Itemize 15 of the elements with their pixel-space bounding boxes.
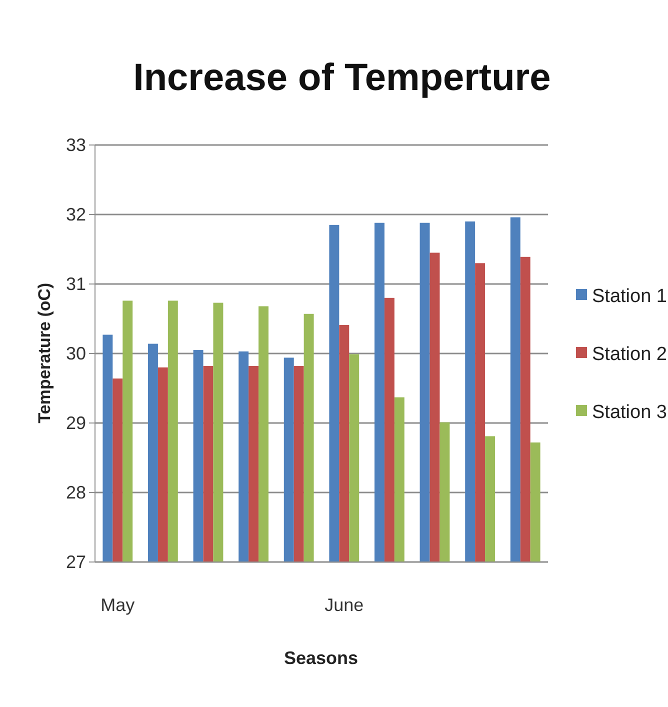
x-axis-title: Seasons — [284, 648, 358, 668]
y-tick-label: 30 — [66, 343, 86, 364]
x-tick-label: June — [324, 594, 364, 615]
x-tick-label: May — [100, 594, 135, 615]
y-tick-label: 28 — [66, 482, 86, 502]
chart-title: Increase of Temperture — [133, 57, 551, 99]
legend-label: Station 3 — [592, 402, 667, 423]
y-tick-label: 29 — [66, 412, 86, 433]
y-tick-label: 32 — [66, 204, 86, 224]
y-tick-label: 33 — [66, 134, 86, 155]
y-tick-label: 31 — [66, 274, 86, 294]
legend-label: Station 2 — [592, 344, 667, 365]
y-axis-title: Temperature (oC) — [35, 282, 54, 424]
y-tick-label: 27 — [66, 552, 86, 572]
legend-label: Station 1 — [592, 286, 667, 307]
